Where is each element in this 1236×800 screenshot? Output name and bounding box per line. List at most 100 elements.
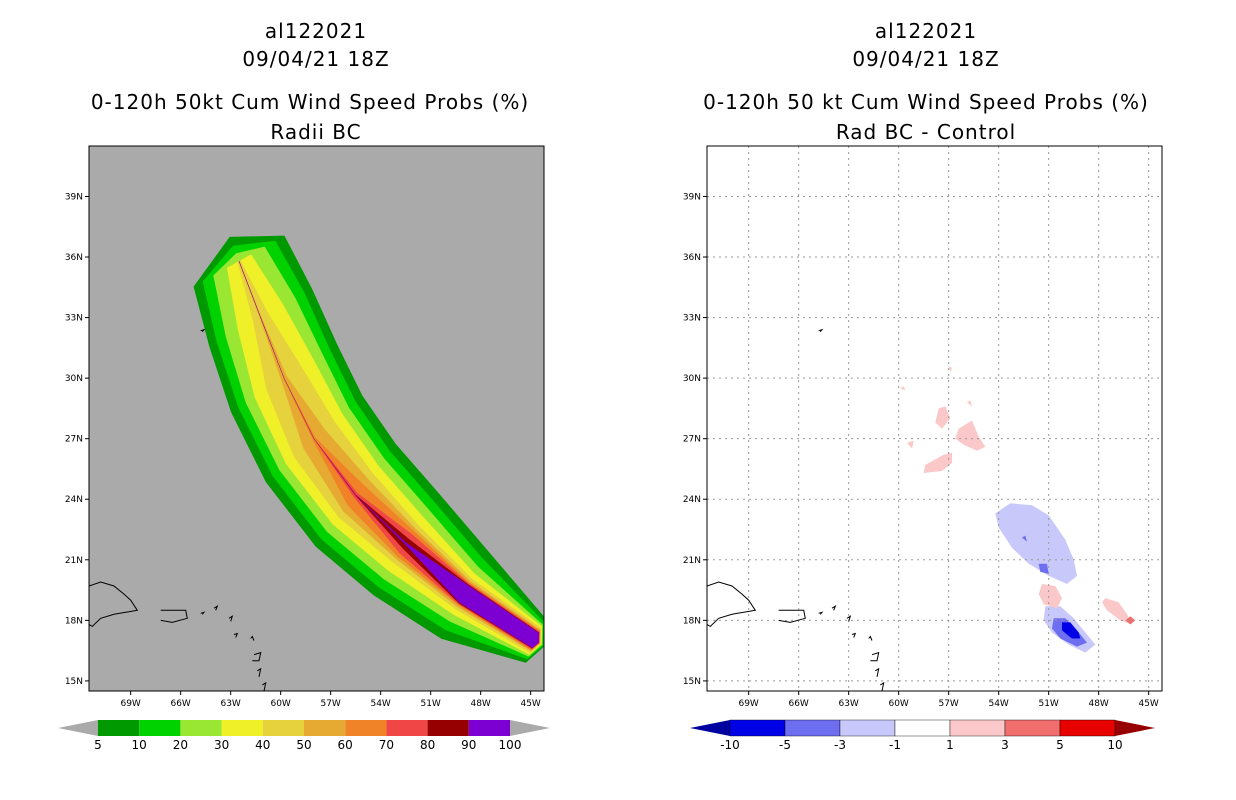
- diff-region-3: [1062, 622, 1081, 639]
- left-map-frame: [88, 145, 545, 692]
- y-tick-label: 15N: [65, 677, 83, 687]
- right-map-background: [707, 146, 1162, 691]
- coastline: [257, 667, 262, 678]
- coastline: [880, 681, 885, 691]
- colorbar-level-label: 5: [1056, 738, 1064, 752]
- coastline: [228, 615, 234, 622]
- x-tick-label: 57W: [938, 699, 958, 709]
- colorbar-swatch: [729, 719, 786, 737]
- colorbar-swatch: [1059, 719, 1116, 737]
- coastline: [778, 609, 806, 623]
- colorbar-level-label: 10: [132, 738, 147, 752]
- x-tick-label: 66W: [170, 699, 190, 709]
- colorbar-swatch: [262, 720, 304, 736]
- left-title-product: 0-120h 50kt Cum Wind Speed Probs (%): [91, 90, 529, 114]
- colorbar-level-label: 3: [1001, 738, 1009, 752]
- colorbar-swatch: [304, 720, 346, 736]
- colorbar-swatch: [839, 719, 896, 737]
- x-tick-label: 45W: [520, 699, 540, 709]
- diff-region-14: [900, 386, 906, 391]
- diff-region-7: [1102, 598, 1132, 625]
- colorbar-level-label: 20: [173, 738, 188, 752]
- colorbar-swatch: [139, 720, 181, 736]
- coastline: [262, 681, 267, 691]
- left-map-plot: 69W 66W 63W 60W 57W 54W 51W 48W 45W 15N 18N 21N 24N 2…: [65, 145, 545, 709]
- x-tick-label: 54W: [370, 699, 390, 709]
- y-tick-label: 21N: [683, 556, 701, 566]
- colorbar-level-label: 5: [94, 738, 102, 752]
- coastline: [870, 651, 880, 662]
- y-tick-label: 18N: [683, 616, 701, 626]
- coastline: [213, 605, 219, 611]
- colorbar-level-label: 10: [1107, 738, 1122, 752]
- y-tick-label: 21N: [65, 556, 83, 566]
- x-tick-label: 51W: [1038, 699, 1058, 709]
- colorbar-level-label: -5: [779, 738, 791, 752]
- x-tick-label: 60W: [270, 699, 290, 709]
- diff-region-5: [1022, 535, 1027, 542]
- right-title-product: 0-120h 50 kt Cum Wind Speed Probs (%): [703, 90, 1149, 114]
- coastline: [200, 611, 206, 615]
- colorbar-swatch: [180, 720, 222, 736]
- y-tick-label: 27N: [683, 435, 701, 445]
- left-colorbar: 5 10 20 30 40 50 60 70 80 90 100: [58, 720, 550, 752]
- diff-region-0: [995, 503, 1077, 584]
- x-tick-label: 60W: [888, 699, 908, 709]
- colorbar-level-label: 70: [379, 738, 394, 752]
- diff-region-11: [923, 452, 952, 473]
- x-tick-label: 63W: [838, 699, 858, 709]
- x-tick-label: 66W: [788, 699, 808, 709]
- colorbar-swatch: [784, 719, 841, 737]
- coastline: [200, 328, 206, 333]
- colorbar-swatch: [98, 720, 140, 736]
- colorbar-level-label: 100: [499, 738, 522, 752]
- y-tick-label: 30N: [683, 374, 701, 384]
- diff-region-4: [1038, 563, 1049, 574]
- y-tick-label: 39N: [683, 192, 701, 202]
- coastline: [868, 635, 873, 641]
- colorbar-swatch: [894, 719, 951, 737]
- x-tick-label: 45W: [1138, 699, 1158, 709]
- colorbar-swatch: [468, 720, 510, 736]
- y-tick-label: 24N: [65, 495, 83, 505]
- prob-band-60: [238, 261, 541, 651]
- colorbar-swatch: [221, 720, 263, 736]
- left-map-layers: [89, 235, 544, 691]
- colorbar-swatch: [427, 720, 469, 736]
- x-tick-label: 69W: [738, 699, 758, 709]
- right-title-datetime: 09/04/21 18Z: [852, 47, 999, 71]
- coastline: [831, 605, 837, 611]
- diff-region-10: [935, 406, 951, 429]
- colorbar-level-label: 60: [338, 738, 353, 752]
- x-tick-label: 54W: [988, 699, 1008, 709]
- coastline: [160, 609, 188, 623]
- x-tick-label: 48W: [470, 699, 490, 709]
- right-colorbar: -10 -5 -3 -1 1 3 5 10: [690, 719, 1155, 752]
- diff-region-9: [955, 420, 986, 451]
- colorbar-level-label: -3: [834, 738, 846, 752]
- left-title-subtitle: Radii BC: [270, 120, 361, 144]
- right-title-subtitle: Rad BC - Control: [836, 120, 1016, 144]
- right-map-layers: [707, 146, 1162, 691]
- coastline: [875, 667, 880, 678]
- x-tick-label: 48W: [1088, 699, 1108, 709]
- coastline: [846, 615, 852, 622]
- colorbar-level-label: 40: [255, 738, 270, 752]
- y-tick-label: 33N: [683, 314, 701, 324]
- left-title-storm-id: al122021: [265, 19, 367, 43]
- coastline: [233, 632, 239, 638]
- colorbar-extend-low: [58, 720, 98, 736]
- colorbar-extend-low: [690, 720, 730, 736]
- coastline: [851, 632, 857, 638]
- x-tick-label: 69W: [120, 699, 140, 709]
- colorbar-level-label: 50: [296, 738, 311, 752]
- prob-band-30: [226, 254, 542, 655]
- colorbar-swatch: [345, 720, 387, 736]
- colorbar-level-label: -1: [889, 738, 901, 752]
- coastline: [818, 611, 824, 615]
- coastline: [252, 651, 262, 662]
- x-tick-label: 57W: [320, 699, 340, 709]
- y-tick-label: 15N: [683, 677, 701, 687]
- colorbar-swatch: [1004, 719, 1061, 737]
